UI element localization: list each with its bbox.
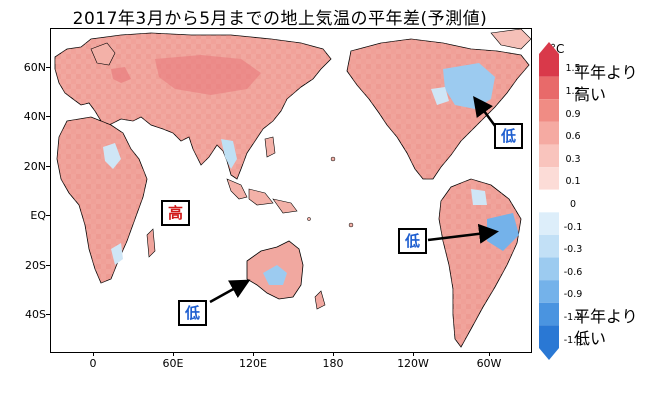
lat-label-eq: EQ — [30, 209, 46, 222]
colorbar-swatch — [539, 280, 559, 303]
lon-tick — [253, 352, 254, 356]
australia-landmass — [246, 240, 326, 310]
colorbar-bottom-arrow — [539, 348, 559, 360]
colorbar-level-label: 0.6 — [565, 131, 581, 143]
colorbar-level-label: 1.5 — [565, 63, 581, 75]
lat-tick — [46, 67, 50, 68]
colorbar-swatch — [539, 99, 559, 122]
pacific-islands — [307, 156, 354, 228]
lon-label-120e: 120E — [239, 357, 267, 370]
lon-label-60e: 60E — [162, 357, 184, 370]
africa-landmass — [56, 116, 156, 284]
lat-tick — [46, 116, 50, 117]
colorbar-swatch — [539, 325, 559, 348]
lat-label-40n: 40N — [23, 110, 46, 123]
colorbar-lower-label-line1: 平年より — [574, 307, 638, 326]
lon-label-120w: 120W — [397, 357, 429, 370]
south-america-landmass — [438, 178, 522, 348]
colorbar-swatch — [539, 257, 559, 281]
colorbar-level-label: -1.5 — [563, 334, 583, 346]
lon-tick — [489, 352, 490, 356]
world-map — [51, 29, 531, 352]
colorbar-level-label: -1.2 — [563, 312, 583, 324]
colorbar-swatch — [539, 234, 559, 258]
maritime-asia — [226, 136, 298, 214]
colorbar — [539, 42, 559, 360]
lat-tick — [46, 166, 50, 167]
colorbar-upper-label-line2: 高い — [574, 85, 607, 104]
lon-tick — [413, 352, 414, 356]
callout-low-south-america: 低 — [398, 228, 428, 254]
colorbar-swatch — [539, 76, 559, 100]
lat-tick — [46, 314, 50, 315]
colorbar-swatch — [539, 212, 559, 235]
lon-tick — [173, 352, 174, 356]
colorbar-level-label: -0.6 — [563, 266, 583, 278]
colorbar-top-arrow — [539, 42, 559, 54]
lat-label-20s: 20S — [25, 259, 46, 272]
colorbar-level-label: 0.3 — [565, 153, 581, 165]
lat-tick — [46, 265, 50, 266]
colorbar-level-label: 0.1 — [565, 176, 581, 188]
lat-label-60n: 60N — [23, 61, 46, 74]
colorbar-swatch — [539, 54, 559, 77]
lon-tick — [93, 352, 94, 356]
colorbar-swatch — [539, 167, 559, 190]
colorbar-lower-label-line2: 低い — [574, 329, 607, 348]
callout-low-australia: 低 — [178, 300, 208, 326]
colorbar-swatch — [539, 189, 559, 213]
lat-tick — [46, 215, 50, 216]
colorbar-level-label: 0 — [569, 199, 577, 210]
lat-label-20n: 20N — [23, 160, 46, 173]
colorbar-level-label: 1.2 — [565, 85, 581, 97]
colorbar-level-label: -0.9 — [563, 289, 583, 301]
colorbar-swatch — [539, 302, 559, 326]
lon-label-60w: 60W — [476, 357, 502, 370]
lat-label-40s: 40S — [25, 308, 46, 321]
eurasia-landmass — [54, 32, 332, 180]
lon-label-0: 0 — [89, 357, 97, 370]
callout-high: 高 — [161, 200, 191, 226]
north-america-landmass — [346, 29, 531, 180]
map-panel — [50, 28, 532, 353]
lon-label-180: 180 — [322, 357, 344, 370]
callout-low-north-america: 低 — [494, 123, 524, 149]
map-title: 2017年3月から5月までの地上気温の平年差(予測値) — [72, 9, 488, 29]
colorbar-upper-label-line1: 平年より — [574, 63, 638, 82]
colorbar-swatch — [539, 121, 559, 145]
lon-tick — [333, 352, 334, 356]
colorbar-level-label: -0.3 — [563, 244, 583, 256]
colorbar-swatch — [539, 144, 559, 168]
colorbar-level-label: -0.1 — [563, 221, 583, 233]
colorbar-level-label: 0.9 — [565, 108, 581, 120]
